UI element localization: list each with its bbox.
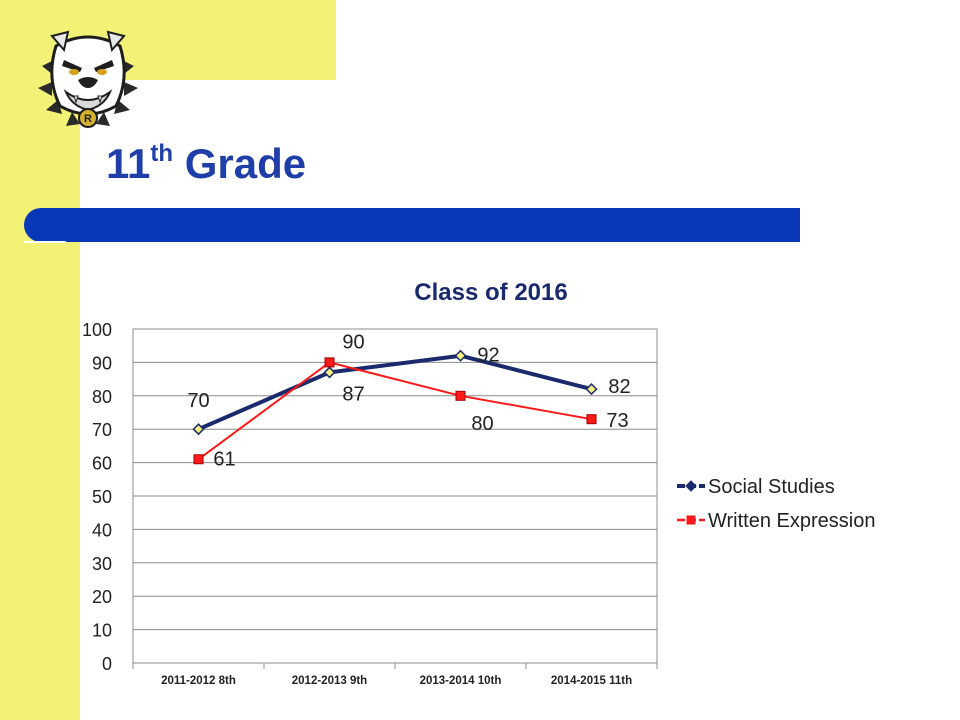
y-tick-label: 90 [92,353,112,373]
y-tick-label: 100 [82,320,112,340]
legend-label: Social Studies [708,476,835,498]
y-tick-label: 30 [92,554,112,574]
data-label: 73 [606,410,628,432]
y-tick-label: 80 [92,387,112,407]
y-tick-label: 60 [92,454,112,474]
page-title: 11th Grade [106,140,306,188]
data-point-marker [585,383,598,396]
x-tick-label: 2013-2014 10th [420,675,502,687]
data-label: 87 [342,383,364,405]
title-underline-bar [24,208,800,242]
y-tick-label: 40 [92,520,112,540]
y-tick-label: 0 [102,654,112,674]
data-point-marker [323,366,336,379]
title-number: 11 [106,140,151,187]
logo-tag-letter: R [84,113,92,125]
x-tick-label: 2012-2013 9th [292,675,367,687]
data-label: 80 [471,413,493,435]
data-label: 90 [342,331,364,353]
data-point-marker [586,414,597,425]
legend-label: Written Expression [708,510,875,532]
data-label: 82 [608,376,630,398]
legend-marker [686,515,696,525]
x-tick-label: 2011-2012 8th [161,675,236,687]
title-word: Grade [184,140,307,187]
data-label: 92 [477,345,499,367]
x-tick-label: 2014-2015 11th [551,675,632,687]
data-label: 61 [213,448,235,470]
data-label: 70 [187,390,209,412]
sidebar-background [0,0,80,720]
series-line-1 [197,361,592,461]
data-point-marker [454,349,467,362]
y-tick-label: 50 [92,487,112,507]
data-point-marker [192,423,205,436]
bar-notch [24,241,66,243]
data-point-marker [324,357,335,368]
y-tick-label: 70 [92,420,112,440]
spiked-collar [38,60,138,126]
chart-title: Class of 2016 [414,279,567,306]
data-point-marker [455,390,466,401]
y-tick-label: 20 [92,587,112,607]
series-line-0 [197,353,592,432]
legend-marker [685,480,697,492]
data-point-marker [193,454,204,465]
title-superscript: th [150,140,174,167]
bulldog-mascot-icon: R [38,30,138,128]
y-tick-label: 10 [92,621,112,641]
